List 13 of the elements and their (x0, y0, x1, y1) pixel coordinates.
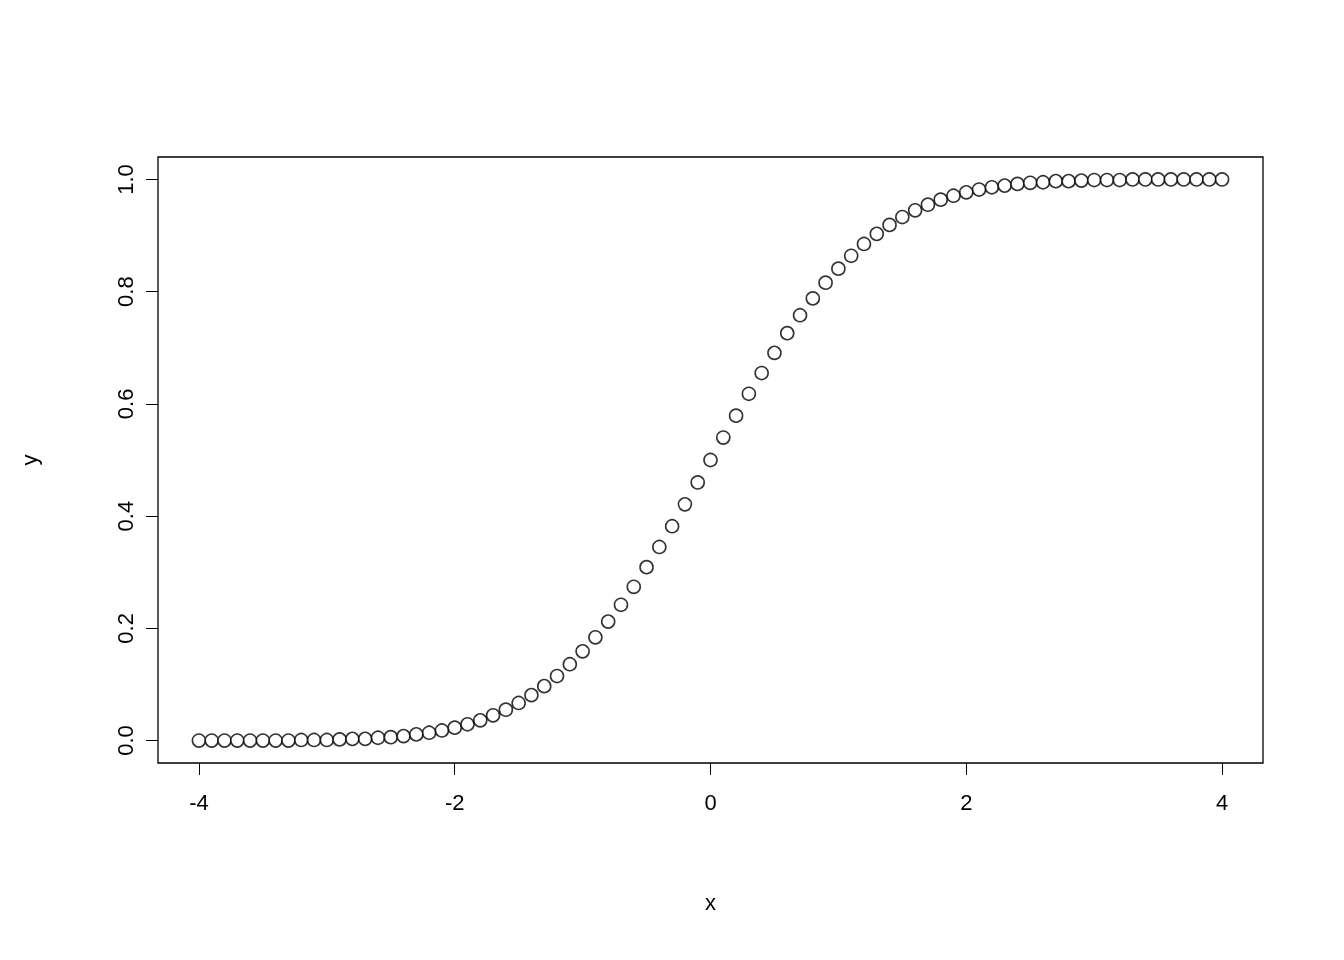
x-tick-label: 0 (704, 789, 717, 815)
y-axis-title: y (16, 454, 42, 466)
y-tick-label: 1.0 (112, 164, 138, 195)
x-tick-label: -4 (189, 789, 209, 815)
y-tick-label: 0.6 (112, 388, 138, 420)
x-axis-title: x (705, 889, 716, 915)
x-tick-label: 2 (960, 789, 973, 815)
y-tick-label: 0.2 (112, 613, 138, 644)
y-tick-label: 0.0 (112, 725, 138, 756)
x-tick-label: 4 (1215, 789, 1229, 815)
x-tick-label: -2 (444, 789, 465, 815)
y-tick-label: 0.4 (112, 500, 138, 532)
y-tick-label: 0.8 (112, 276, 138, 307)
